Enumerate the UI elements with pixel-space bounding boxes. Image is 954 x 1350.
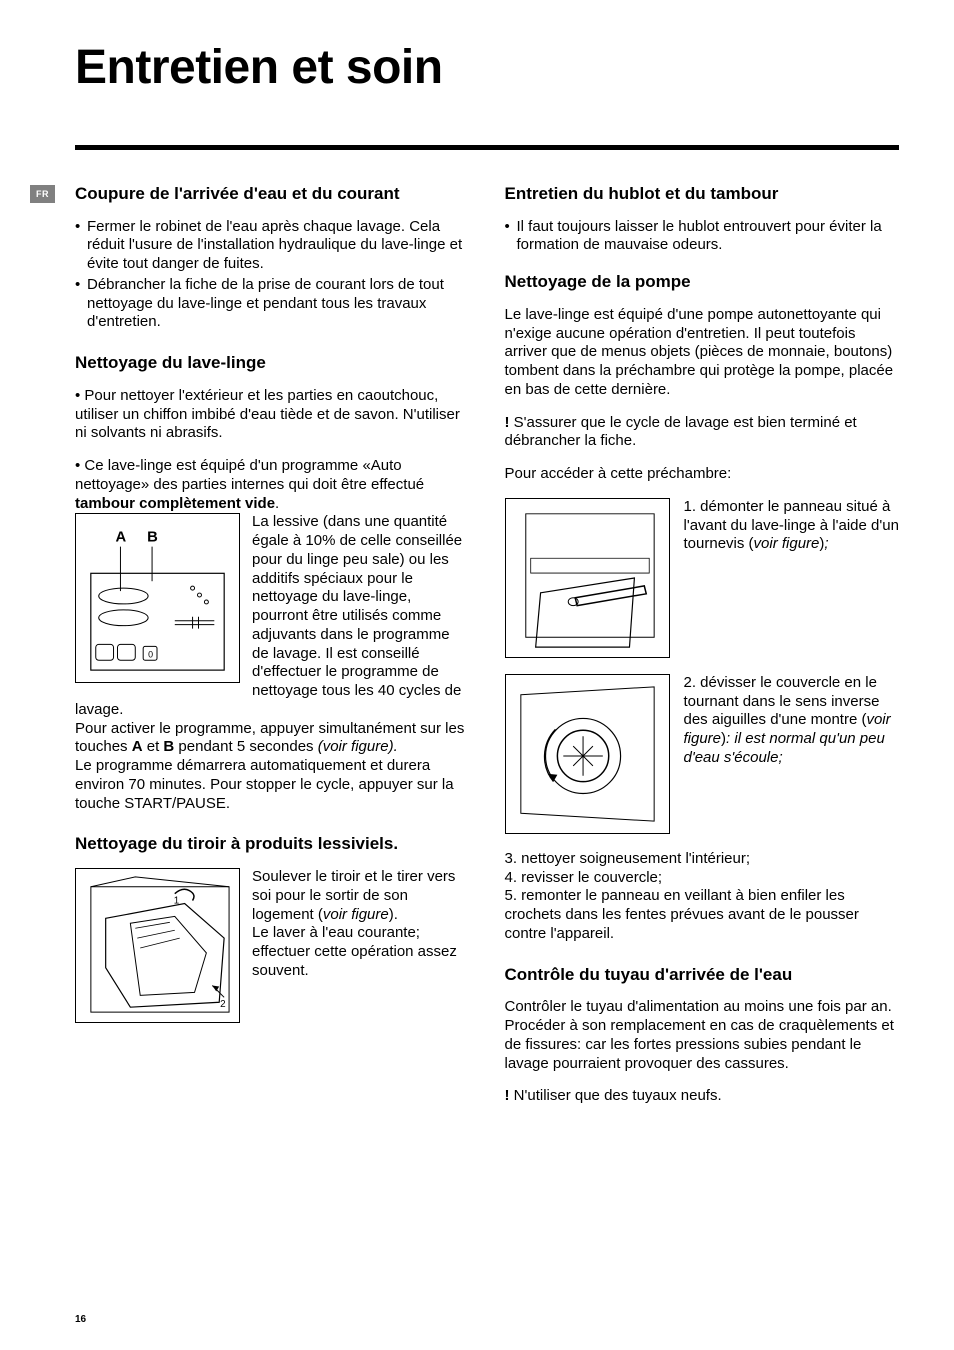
text-italic: voir figure [323, 906, 389, 923]
label-2: 2 [220, 999, 225, 1010]
title-rule [75, 145, 899, 150]
fig-step-1: 1. démonter le panneau situé à l'avant d… [505, 498, 900, 658]
heading-pompe: Nettoyage de la pompe [505, 273, 900, 292]
figure-pump-cap [505, 674, 670, 834]
text: • Ce lave-linge est équipé d'un programm… [75, 457, 424, 493]
text: pendant 5 secondes [174, 738, 317, 755]
list-item: Il faut toujours laisser le hublot entro… [505, 218, 900, 256]
text: et [143, 738, 164, 755]
text-bold: tambour complètement vide [75, 495, 275, 512]
page-number: 16 [75, 1314, 86, 1325]
step-text: 2. dévisser le couvercle en le tournant … [684, 674, 900, 768]
text: ). [389, 906, 398, 923]
text-bold: A [132, 738, 143, 755]
svg-text:0: 0 [148, 650, 153, 660]
right-column: Entretien du hublot et du tambour Il fau… [505, 185, 900, 1106]
label-a: A [116, 530, 127, 546]
label-b: B [147, 530, 158, 546]
list-item: Débrancher la fiche de la prise de coura… [75, 276, 470, 332]
heading-hublot: Entretien du hublot et du tambour [505, 185, 900, 204]
text: 2. dévisser le couvercle en le tournant … [684, 674, 880, 729]
figure-drawer: 1 2 [75, 868, 240, 1023]
lang-badge: FR [30, 185, 55, 203]
text: . [275, 495, 279, 512]
hublot-list: Il faut toujours laisser le hublot entro… [505, 218, 900, 256]
warning: ! S'assurer que le cycle de lavage est b… [505, 414, 900, 452]
heading-coupure: Coupure de l'arrivée d'eau et du courant [75, 185, 470, 204]
paragraph: • Ce lave-linge est équipé d'un programm… [75, 457, 470, 513]
list-item: Fermer le robinet de l'eau après chaque … [75, 218, 470, 274]
heading-tiroir: Nettoyage du tiroir à produits lessiviel… [75, 835, 470, 854]
paragraph: • Pour nettoyer l'extérieur et les parti… [75, 387, 470, 443]
heading-nettoyage-ll: Nettoyage du lave-linge [75, 354, 470, 373]
coupure-list: Fermer le robinet de l'eau après chaque … [75, 218, 470, 333]
content-columns: Coupure de l'arrivée d'eau et du courant… [75, 185, 899, 1106]
paragraph: Pour accéder à cette préchambre: [505, 465, 900, 484]
heading-tuyau: Contrôle du tuyau d'arrivée de l'eau [505, 966, 900, 985]
text: S'assurer que le cycle de lavage est bie… [505, 414, 857, 450]
steps-3-5: 3. nettoyer soigneusement l'intérieur; 4… [505, 850, 900, 944]
paragraph: Contrôler le tuyau d'alimentation au moi… [505, 998, 900, 1073]
paragraph: Le lave-linge est équipé d'une pompe aut… [505, 306, 900, 400]
text-italic: ; [824, 535, 828, 552]
text-italic: (voir figure). [318, 738, 398, 755]
figure-ab-panel: A B 0 [75, 513, 240, 683]
label-1: 1 [174, 896, 179, 907]
text: N'utiliser que des tuyaux neufs. [510, 1087, 722, 1104]
fig-wrap-drawer: 1 2 Soulever le tiroir et le tirer vers … [75, 868, 470, 1027]
fig-wrap-ab: A B 0 La lessive (dans une quantité égal… [75, 513, 470, 719]
fig-step-2: 2. dévisser le couvercle en le tournant … [505, 674, 900, 834]
step-text: 5. remonter le panneau en veillant à bie… [505, 887, 900, 943]
step-text: 3. nettoyer soigneusement l'intérieur; [505, 850, 900, 869]
text-italic: voir figure [754, 535, 820, 552]
text-bold: B [163, 738, 174, 755]
step-text: 1. démonter le panneau situé à l'avant d… [684, 498, 900, 554]
page-title: Entretien et soin [75, 40, 899, 95]
left-column: Coupure de l'arrivée d'eau et du courant… [75, 185, 470, 1106]
step-text: 4. revisser le couvercle; [505, 869, 900, 888]
paragraph: Pour activer le programme, appuyer simul… [75, 720, 470, 758]
warning: ! N'utiliser que des tuyaux neufs. [505, 1087, 900, 1106]
paragraph: Le programme démarrera automatiquement e… [75, 757, 470, 813]
figure-panel-remove [505, 498, 670, 658]
